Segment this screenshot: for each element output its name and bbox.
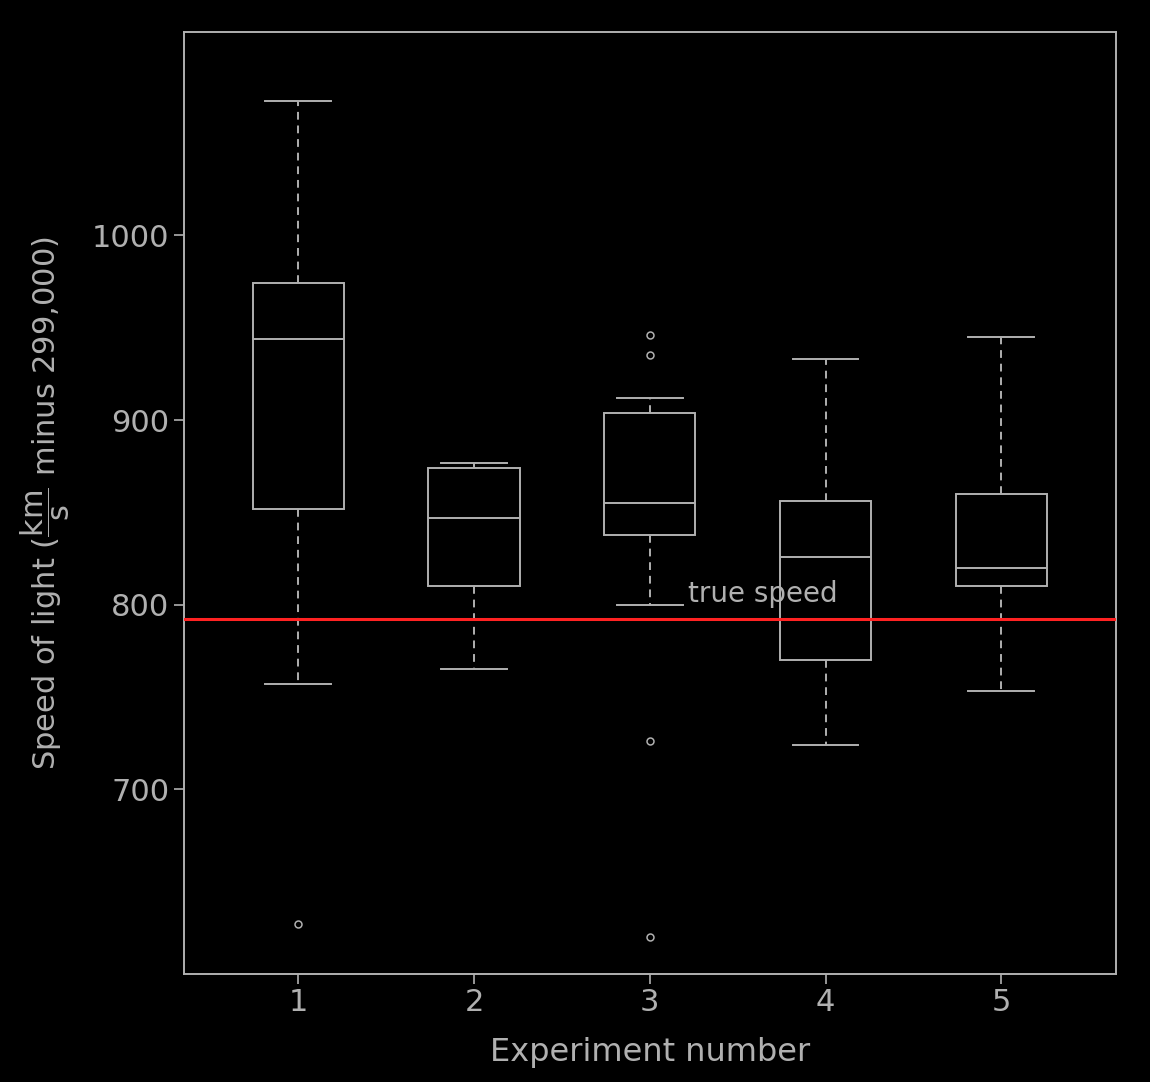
Y-axis label: Speed of light ($\mathregular{\dfrac{km}{s}}$ minus 299,000): Speed of light ($\mathregular{\dfrac{km}… <box>18 236 72 770</box>
Bar <box>604 412 696 535</box>
Bar <box>253 283 344 509</box>
X-axis label: Experiment number: Experiment number <box>490 1037 810 1068</box>
Text: true speed: true speed <box>689 580 838 608</box>
Bar <box>780 501 872 660</box>
Bar <box>428 469 520 586</box>
Bar <box>956 493 1046 586</box>
